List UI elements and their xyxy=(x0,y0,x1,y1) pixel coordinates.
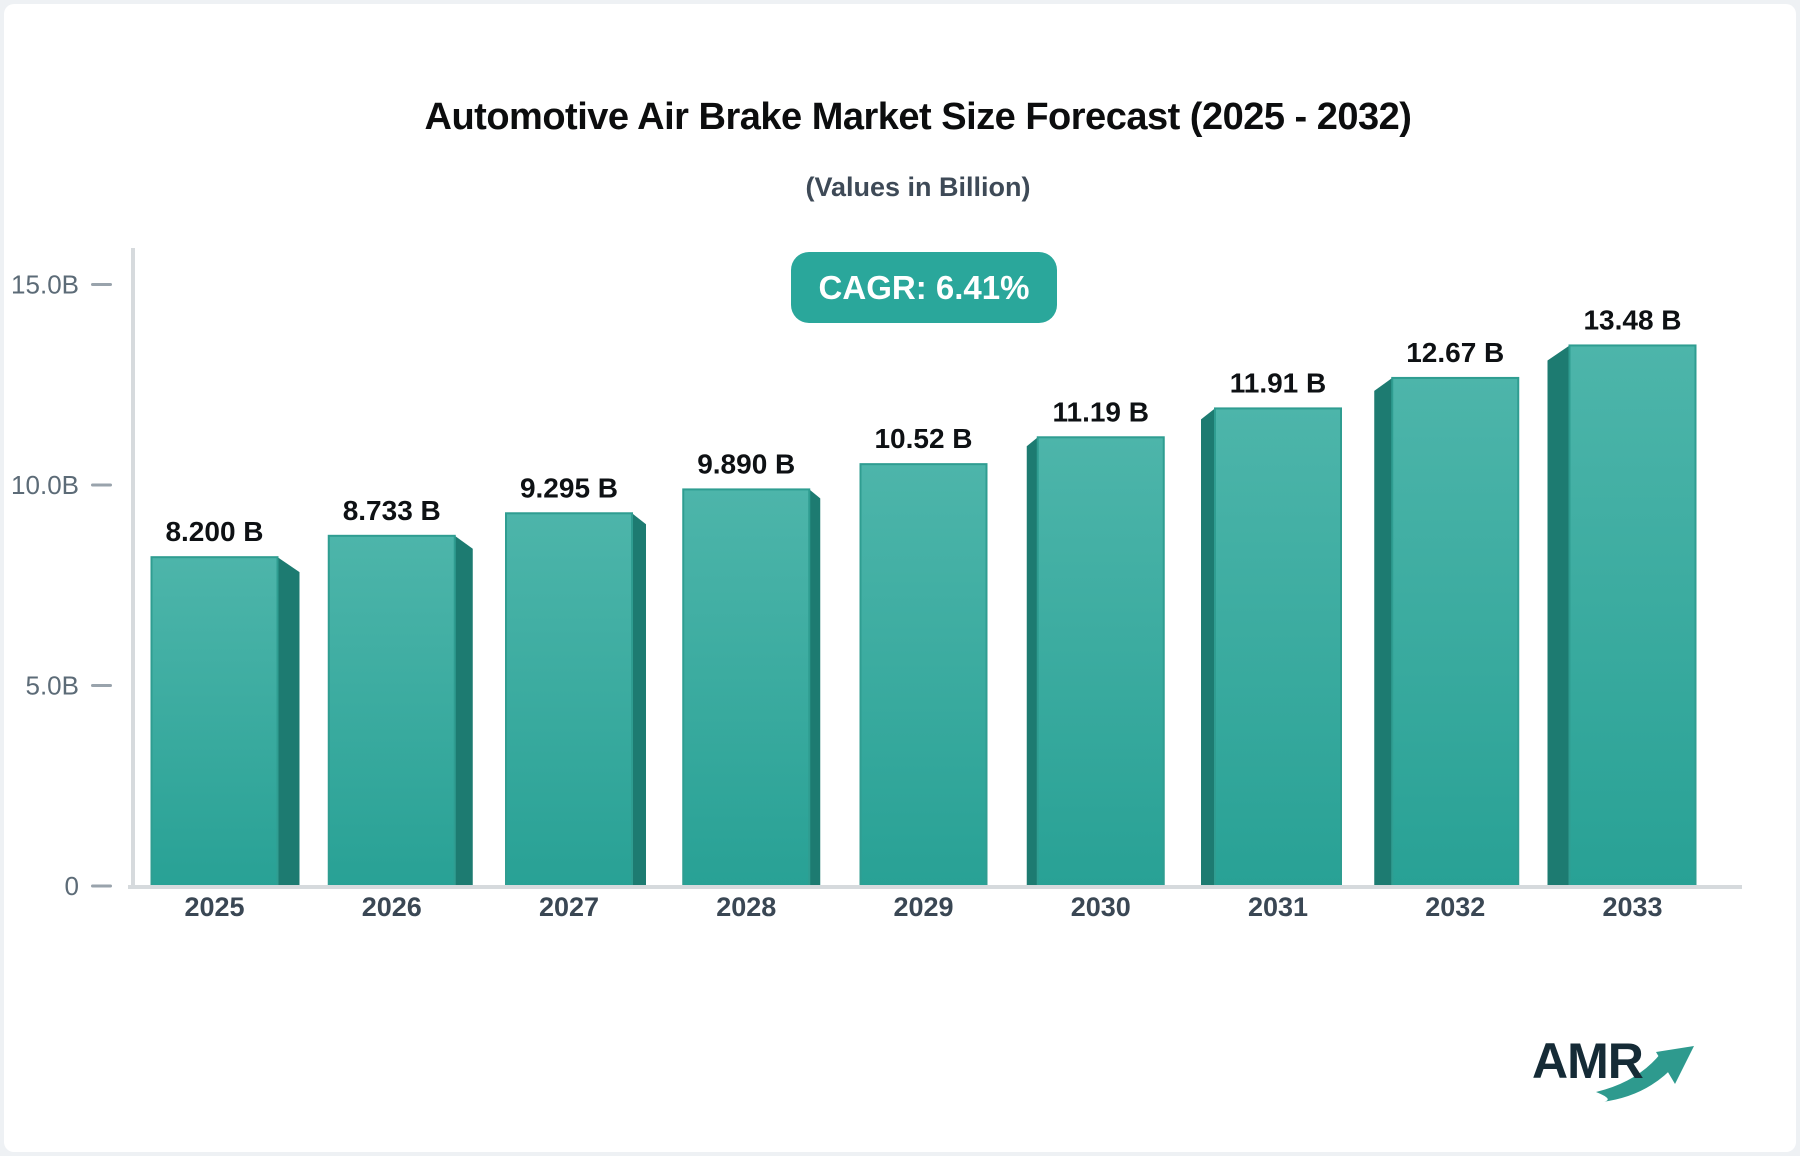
y-axis-label: 15.0B xyxy=(11,270,79,300)
y-tick-mark xyxy=(91,884,112,888)
bar-side-face xyxy=(454,535,473,886)
growth-arrow-icon xyxy=(1596,1046,1694,1102)
bar-2033 xyxy=(1568,344,1697,889)
bar-2027 xyxy=(505,512,633,889)
x-axis-label-2027: 2027 xyxy=(539,892,599,922)
bar-value-label: 8.200 B xyxy=(165,516,263,547)
x-axis-label-2028: 2028 xyxy=(716,892,776,922)
bar-value-label: 13.48 B xyxy=(1583,304,1681,335)
bar-side-face xyxy=(809,489,821,886)
arrow-head xyxy=(1656,1046,1694,1084)
cagr-badge: CAGR: 6.41% xyxy=(791,252,1057,323)
y-axis-line xyxy=(131,248,135,888)
bar-side-face xyxy=(1026,437,1038,886)
bar-value-label: 10.52 B xyxy=(874,423,972,454)
bar-2028 xyxy=(682,488,811,889)
x-axis-label-2031: 2031 xyxy=(1248,892,1308,922)
bar-value-label: 11.91 B xyxy=(1230,367,1327,398)
x-axis-label-2033: 2033 xyxy=(1602,892,1662,922)
bar-side-face xyxy=(632,513,646,886)
amr-logo: AMR xyxy=(1528,1028,1718,1114)
bar-2025 xyxy=(150,556,279,889)
arrow-swoosh xyxy=(1596,1053,1676,1102)
y-axis-label: 10.0B xyxy=(11,470,79,500)
bar-2026 xyxy=(327,534,456,889)
bar-value-label: 12.67 B xyxy=(1406,337,1504,368)
y-axis-label: 0 xyxy=(65,871,79,901)
bar-side-face xyxy=(1201,408,1215,886)
y-axis-label: 5.0B xyxy=(26,671,80,701)
x-axis-label-2032: 2032 xyxy=(1425,892,1485,922)
logo-text: AMR xyxy=(1532,1033,1644,1089)
x-axis-label-2029: 2029 xyxy=(893,892,953,922)
chart-title: Automotive Air Brake Market Size Forecas… xyxy=(424,96,1412,138)
bar-side-face xyxy=(277,557,300,886)
bar-2031 xyxy=(1214,407,1342,889)
bar-value-label: 8.733 B xyxy=(343,495,441,526)
x-axis-label-2025: 2025 xyxy=(184,892,244,922)
y-tick-mark xyxy=(91,483,112,487)
bar-value-label: 11.19 B xyxy=(1052,396,1149,427)
x-axis-line xyxy=(128,885,1742,889)
y-tick-mark xyxy=(91,283,112,286)
chart-subtitle: (Values in Billion) xyxy=(805,172,1031,202)
bar-side-face xyxy=(1547,345,1570,886)
x-axis-label-2030: 2030 xyxy=(1071,892,1131,922)
bar-value-label: 9.890 B xyxy=(697,448,795,479)
bar-2029 xyxy=(859,463,988,889)
x-axis-label-2026: 2026 xyxy=(362,892,422,922)
bar-2030 xyxy=(1036,436,1165,889)
y-tick-mark xyxy=(91,684,112,687)
bar-side-face xyxy=(1374,377,1393,886)
bar-2032 xyxy=(1391,376,1520,889)
bar-value-label: 9.295 B xyxy=(520,472,618,503)
